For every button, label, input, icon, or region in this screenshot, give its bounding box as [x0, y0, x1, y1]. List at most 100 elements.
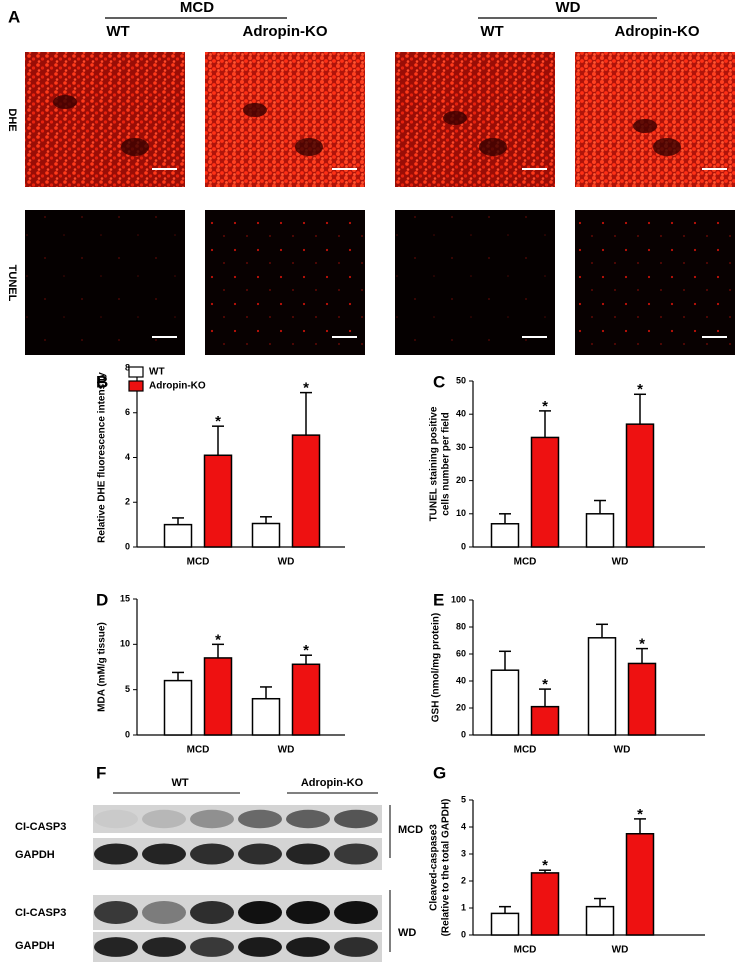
- y-tick-label: 40: [456, 675, 466, 685]
- blot-band: [190, 809, 234, 829]
- y-tick-label: 0: [461, 541, 466, 551]
- blot-band: [286, 843, 330, 865]
- blot-condition: MCD: [398, 824, 423, 836]
- x-tick-label: WD: [612, 945, 629, 956]
- y-tick-label: 0: [461, 929, 466, 939]
- y-axis-label: cells number per field: [441, 412, 452, 515]
- y-tick-label: 8: [125, 362, 130, 372]
- bar: [291, 434, 321, 548]
- bar: [490, 523, 520, 548]
- x-tick-label: MCD: [514, 745, 537, 756]
- vessel: [633, 119, 657, 133]
- blot-group: Adropin-KO: [301, 777, 364, 789]
- y-tick-label: 6: [125, 407, 130, 417]
- blot-band: [94, 843, 138, 865]
- blot-strip: [93, 838, 382, 870]
- legend-label: WT: [149, 367, 165, 378]
- blot-band: [334, 843, 378, 865]
- panel-label: D: [96, 590, 108, 609]
- y-tick-label: 10: [120, 639, 130, 649]
- x-tick-label: MCD: [187, 557, 210, 568]
- panel-label: C: [433, 372, 445, 391]
- vessel: [243, 103, 267, 117]
- micrograph: [25, 52, 185, 187]
- bar: [163, 679, 193, 736]
- blot-band: [190, 843, 234, 865]
- y-tick-label: 40: [456, 409, 466, 419]
- bar: [530, 705, 560, 736]
- significance: *: [639, 636, 645, 653]
- vessel: [121, 138, 149, 156]
- y-tick-label: 3: [461, 848, 466, 858]
- y-tick-label: 15: [120, 593, 130, 603]
- significance: *: [215, 631, 221, 648]
- y-tick-label: 80: [456, 621, 466, 631]
- blot-group: WT: [171, 777, 188, 789]
- x-tick-label: MCD: [514, 945, 537, 956]
- bar: [163, 523, 193, 548]
- y-tick-label: 4: [461, 821, 466, 831]
- panel-label: B: [96, 372, 108, 391]
- column-header: Adropin-KO: [615, 23, 700, 40]
- x-tick-label: MCD: [514, 557, 537, 568]
- significance: *: [542, 398, 548, 415]
- x-tick-label: WD: [614, 745, 631, 756]
- blot-band: [190, 900, 234, 925]
- blot-band: [238, 843, 282, 865]
- bar: [625, 833, 655, 936]
- panel-label: G: [433, 763, 446, 782]
- y-axis-label: GSH (nmol/mg protein): [431, 613, 442, 722]
- bar: [627, 662, 657, 736]
- blot-band: [238, 900, 282, 925]
- bar: [203, 454, 233, 548]
- y-tick-label: 5: [461, 794, 466, 804]
- blot-band: [94, 937, 138, 957]
- significance: *: [303, 380, 309, 397]
- blot-band: [238, 937, 282, 957]
- significance: *: [637, 806, 643, 823]
- micrograph: [205, 52, 365, 187]
- blot-band: [334, 809, 378, 829]
- bar: [530, 872, 560, 936]
- y-tick-label: 30: [456, 442, 466, 452]
- bar: [530, 436, 560, 548]
- vessel: [443, 111, 467, 125]
- bar: [251, 697, 281, 736]
- blot-band: [142, 843, 186, 865]
- blot-strip: [93, 932, 382, 962]
- column-header: Adropin-KO: [243, 23, 328, 40]
- blot-band: [94, 900, 138, 925]
- micrographs: [25, 52, 735, 355]
- panel-label: A: [8, 7, 20, 26]
- blot-band: [142, 937, 186, 957]
- blot-band: [286, 900, 330, 925]
- blot-row: GAPDH: [15, 940, 55, 952]
- y-tick-label: 1: [461, 902, 466, 912]
- significance: *: [542, 676, 548, 693]
- row-label: DHE: [6, 108, 18, 131]
- vessel: [653, 138, 681, 156]
- y-axis-label: (Relative to the total GAPDH): [441, 799, 452, 937]
- blot-band: [142, 809, 186, 829]
- y-tick-label: 10: [456, 508, 466, 518]
- significance: *: [542, 857, 548, 874]
- bar: [251, 522, 281, 548]
- y-tick-label: 0: [125, 729, 130, 739]
- bar: [490, 912, 520, 936]
- column-header: WT: [480, 23, 503, 40]
- y-axis-label: TUNEL staining positive: [429, 406, 440, 521]
- micrograph: [575, 52, 735, 187]
- group-header: WD: [556, 0, 581, 16]
- micrograph: [575, 210, 735, 355]
- bar: [625, 423, 655, 548]
- legend-swatch: [128, 366, 144, 378]
- blot-band: [94, 809, 138, 829]
- bar: [203, 657, 233, 736]
- blot-row: CI-CASP3: [15, 821, 66, 833]
- micrograph: [395, 52, 555, 187]
- y-tick-label: 100: [451, 594, 466, 604]
- group-header: MCD: [180, 0, 214, 16]
- column-header: WT: [106, 23, 129, 40]
- x-tick-label: WD: [612, 557, 629, 568]
